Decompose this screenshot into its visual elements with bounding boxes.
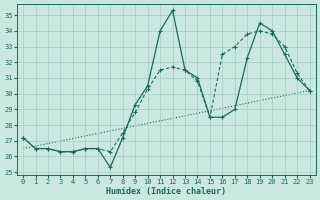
X-axis label: Humidex (Indice chaleur): Humidex (Indice chaleur) xyxy=(106,187,226,196)
